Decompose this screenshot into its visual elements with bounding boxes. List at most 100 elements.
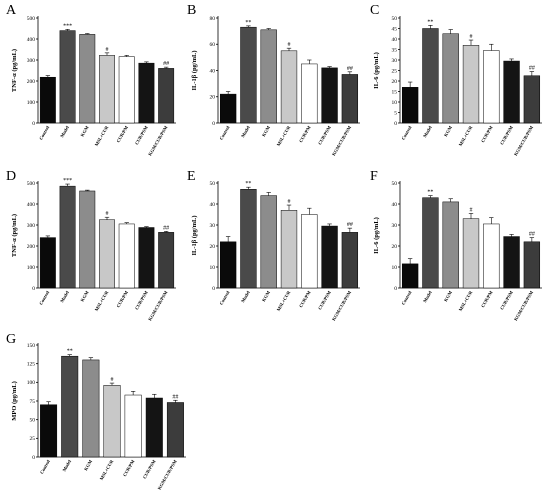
bar — [280, 210, 298, 289]
significance-label: # — [111, 377, 114, 383]
panel-letter: B — [187, 3, 196, 18]
bar — [503, 60, 520, 124]
x-tick-label: KGM/CUR/PSM — [513, 124, 535, 156]
x-tick-label: KGM — [80, 289, 90, 302]
chart-panel-c: C IL-6 (pg/mL) 0 5 10 15 20 25 30 35 40 45 50 Control… — [370, 3, 542, 157]
y-tick-label: 50 — [392, 16, 398, 22]
x-tick-label: MSL+CUR — [458, 289, 474, 312]
bar — [503, 236, 520, 289]
y-axis-title: IL-1β (pg/mL) — [191, 215, 198, 255]
chart-panel-e: E IL-1β (pg/mL) 0 10 20 30 40 50 Control ** Model K… — [187, 169, 360, 322]
bar — [401, 87, 419, 124]
y-tick-label: 10 — [210, 265, 216, 271]
bar — [260, 195, 277, 289]
significance-label: ## — [347, 66, 353, 72]
x-tick-label: Control — [219, 289, 231, 305]
x-tick-label: KGM/CUR/PSM — [147, 289, 169, 321]
x-tick-label: KGM — [261, 124, 271, 137]
x-tick-label: Model — [422, 124, 433, 138]
chart-panel-g: G MPO (pg/mL) 0 25 50 75 100 125 150 Control ** Mod… — [6, 332, 186, 491]
x-tick-label: KGM — [261, 289, 271, 302]
y-axis-title: IL-6 (pg/mL) — [373, 217, 380, 254]
y-tick-label: 40 — [210, 202, 216, 208]
bar — [39, 76, 56, 124]
y-tick-label: 25 — [30, 436, 36, 442]
y-axis-title: IL-6 (pg/mL) — [373, 52, 380, 89]
y-tick-label: 40 — [392, 37, 398, 43]
bar — [118, 56, 135, 124]
y-tick-label: 75 — [30, 399, 36, 405]
bar — [442, 201, 459, 289]
x-tick-label: KGM/CUR/PSM — [513, 289, 535, 321]
x-tick-label: Control — [401, 124, 413, 140]
y-tick-label: 20 — [392, 244, 398, 250]
y-tick-label: 0 — [394, 286, 397, 292]
chart-panel-d: D TNF-α (pg/mL) 0 100 200 300 400 500 Control ***… — [6, 169, 176, 322]
y-tick-label: 5 — [394, 110, 397, 116]
x-tick-label: Model — [61, 458, 72, 472]
x-tick-label: MSL+CUR — [276, 289, 292, 312]
significance-label: ## — [163, 61, 169, 67]
y-tick-label: 20 — [210, 244, 216, 250]
x-tick-label: KGM — [443, 124, 453, 137]
significance-label: ## — [163, 225, 169, 231]
x-tick-label: MSL+CUR — [94, 289, 110, 312]
y-tick-label: 30 — [392, 223, 398, 229]
x-tick-label: CUR/PM — [116, 124, 130, 143]
panel-letter: D — [6, 169, 16, 184]
significance-label: # — [470, 34, 473, 40]
y-tick-label: 0 — [32, 121, 35, 127]
bar — [82, 359, 100, 458]
bar — [401, 263, 419, 289]
x-tick-label: Control — [401, 289, 413, 305]
y-tick-label: 0 — [212, 286, 215, 292]
x-tick-label: Model — [240, 289, 251, 303]
significance-label: ## — [172, 394, 178, 400]
x-tick-label: KGM/CUR/PSM — [331, 289, 353, 321]
y-tick-label: 25 — [392, 68, 398, 74]
significance-label: *** — [63, 23, 72, 29]
x-tick-label: Model — [59, 124, 70, 138]
y-tick-label: 15 — [392, 89, 398, 95]
y-tick-label: 10 — [392, 100, 398, 106]
y-tick-label: 100 — [27, 380, 36, 386]
significance-label: ** — [427, 19, 433, 25]
x-tick-label: CUR/PSM — [499, 289, 514, 310]
bar — [321, 225, 338, 289]
bar — [40, 404, 58, 458]
bar — [341, 232, 359, 289]
bar — [240, 189, 257, 289]
x-tick-label: CUR/PSM — [499, 124, 514, 145]
bar — [240, 26, 257, 124]
bar — [138, 227, 155, 289]
y-tick-label: 125 — [27, 361, 36, 367]
bar — [59, 30, 76, 124]
bar — [341, 74, 359, 124]
panel-letter: F — [370, 169, 378, 184]
y-tick-label: 10 — [392, 265, 398, 271]
bar — [523, 75, 541, 124]
bar — [158, 68, 175, 124]
panel-letter: C — [370, 3, 379, 18]
x-tick-label: CUR/PSM — [317, 289, 332, 310]
bar — [301, 214, 318, 289]
chart-panel-b: B IL-1β (pg/mL) 0 20 40 60 80 Control ** Model KGM… — [187, 3, 360, 157]
y-tick-label: 50 — [392, 181, 398, 187]
significance-label: *** — [63, 178, 72, 184]
bar — [422, 28, 439, 124]
bar — [219, 241, 237, 289]
y-tick-label: 0 — [212, 121, 215, 127]
bar — [158, 232, 175, 289]
x-tick-label: KGM — [83, 458, 93, 471]
x-tick-label: CUR/PSM — [134, 289, 149, 310]
x-tick-label: KGM/CUR/PSM — [147, 124, 169, 156]
x-tick-label: CUR/PM — [298, 289, 312, 308]
y-tick-label: 50 — [30, 417, 36, 423]
y-tick-label: 30 — [392, 58, 398, 64]
x-tick-label: MSL+CUR — [94, 124, 110, 147]
bar — [138, 62, 155, 124]
bar — [442, 33, 459, 124]
y-tick-label: 0 — [32, 455, 35, 461]
y-tick-label: 40 — [210, 68, 216, 74]
